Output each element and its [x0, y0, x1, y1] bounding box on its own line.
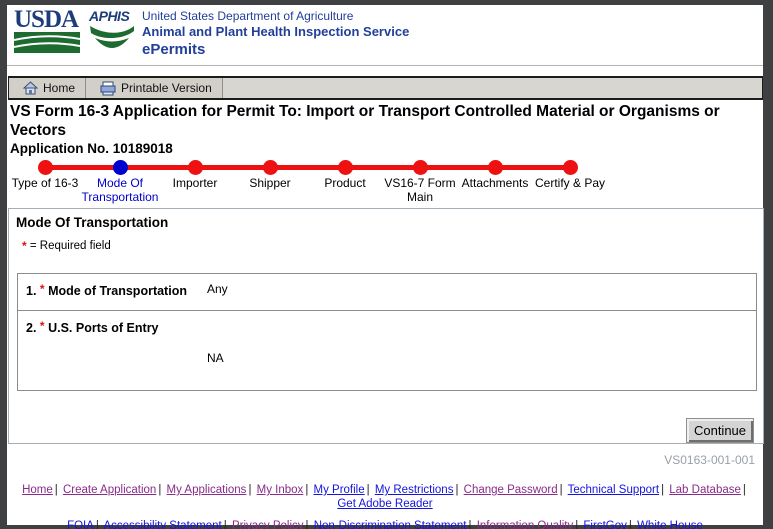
- footer-link-technical-support[interactable]: Technical Support: [567, 484, 660, 496]
- field-label-us-ports-of-entry: 2. * U.S. Ports of Entry: [26, 319, 159, 335]
- footer-link-my-inbox[interactable]: My Inbox: [256, 484, 304, 496]
- footer-separator: |: [366, 484, 370, 496]
- stepper-label-certify-and-pay: Certify & Pay: [534, 176, 606, 190]
- footer-nav: Home | Create Application | My Application…: [7, 484, 763, 529]
- stepper-dot-shipper: [263, 160, 278, 175]
- field-label-mode-of-transportation: 1. * Mode of Transportation: [26, 282, 187, 298]
- footer-link-foia[interactable]: FOIA: [67, 520, 94, 529]
- footer-link-home[interactable]: Home: [22, 484, 53, 496]
- required-asterisk: *: [39, 282, 45, 296]
- footer-separator: |: [54, 484, 58, 496]
- footer-separator: |: [158, 484, 162, 496]
- aphis-logo-text: APHIS: [89, 8, 130, 24]
- section-heading: Mode Of Transportation: [16, 215, 169, 230]
- stepper-dot-mode-of-transportation: [113, 160, 128, 175]
- home-icon: [23, 81, 38, 95]
- footer-separator: |: [305, 484, 309, 496]
- stepper-label-attachments: Attachments: [461, 176, 529, 190]
- footer-link-information-quality[interactable]: Information Quality: [476, 520, 574, 529]
- footer-link-change-password[interactable]: Change Password: [463, 484, 558, 496]
- footer-row-2: FOIA | Accessibility Statement | Privacy P…: [67, 520, 703, 529]
- required-note-text: = Required field: [29, 240, 111, 252]
- footer-row-1: Home | Create Application | My Application…: [14, 484, 756, 520]
- header-divider: [7, 65, 763, 66]
- home-button-label: Home: [43, 81, 76, 95]
- usda-logo: USDA: [13, 6, 82, 58]
- footer-link-my-profile[interactable]: My Profile: [313, 484, 365, 496]
- stepper-label-vs16-7-form-main: VS16-7 Form Main: [384, 176, 456, 204]
- mode-of-transportation-section: Mode Of Transportation * = Required fiel…: [8, 208, 764, 444]
- footer-link-non-discrimination-statement[interactable]: Non-Discrimination Statement: [313, 520, 467, 529]
- footer-separator: |: [455, 484, 459, 496]
- site-header: USDA APHIS United States Department of A…: [7, 5, 763, 65]
- table-row: 1. * Mode of Transportation Any: [18, 274, 756, 311]
- stepper-label-type-of-16-3: Type of 16-3: [11, 176, 79, 190]
- stepper-label-mode-of-transportation: Mode Of Transportation: [81, 176, 159, 204]
- footer-separator: |: [628, 520, 632, 529]
- home-button[interactable]: Home: [9, 78, 87, 98]
- field-label-text: U.S. Ports of Entry: [48, 321, 159, 335]
- toolbar-spacer: [223, 78, 762, 98]
- application-number: Application No. 10189018: [10, 141, 173, 156]
- aphis-leaf-icon: [90, 26, 134, 48]
- footer-link-my-restrictions[interactable]: My Restrictions: [374, 484, 454, 496]
- form-table: 1. * Mode of Transportation Any 2. * U.S…: [17, 273, 757, 391]
- usda-logo-text: USDA: [14, 6, 79, 33]
- footer-separator: |: [223, 520, 227, 529]
- footer-link-lab-database[interactable]: Lab Database: [669, 484, 741, 496]
- field-number: 1.: [26, 284, 37, 298]
- stepper-line: [45, 165, 570, 170]
- aphis-logo: APHIS: [89, 8, 139, 59]
- required-asterisk: *: [39, 319, 45, 333]
- footer-separator: |: [742, 484, 746, 496]
- footer-link-privacy-policy[interactable]: Privacy Policy: [231, 520, 304, 529]
- stepper-dot-attachments: [488, 160, 503, 175]
- footer-link-get-adobe-reader[interactable]: Get Adobe Reader: [337, 497, 433, 510]
- footer-link-create-application[interactable]: Create Application: [62, 484, 157, 496]
- stepper-dot-type-of-16-3: [38, 160, 53, 175]
- field-label-text: Mode of Transportation: [48, 284, 187, 298]
- footer-separator: |: [468, 520, 472, 529]
- required-asterisk: *: [22, 239, 27, 253]
- stepper-label-product: Product: [324, 176, 366, 190]
- printer-icon: [100, 81, 116, 95]
- stepper-dot-vs16-7-form-main: [413, 160, 428, 175]
- stepper-dot-product: [338, 160, 353, 175]
- footer-separator: |: [95, 520, 99, 529]
- usda-swoosh-icon: [13, 32, 81, 53]
- footer-separator: |: [661, 484, 665, 496]
- footer-separator: |: [248, 484, 252, 496]
- stepper-dot-certify-and-pay: [563, 160, 578, 175]
- form-doc-code: VS0163-001-001: [664, 453, 755, 467]
- toolbar: Home Printable Version: [8, 76, 763, 100]
- footer-link-accessibility-statement[interactable]: Accessibility Statement: [103, 520, 222, 529]
- field-number: 2.: [26, 321, 37, 335]
- epermits-page: USDA APHIS United States Department of A…: [7, 5, 764, 529]
- stepper-label-shipper: Shipper: [249, 176, 291, 190]
- footer-link-white-house[interactable]: White House: [637, 520, 703, 529]
- app-name: ePermits: [142, 41, 206, 58]
- printable-version-label: Printable Version: [121, 81, 212, 95]
- field-value-us-ports-of-entry: NA: [207, 351, 224, 365]
- dept-line: United States Department of Agriculture: [142, 9, 354, 23]
- footer-separator: |: [305, 520, 309, 529]
- header-text-block: United States Department of Agriculture …: [142, 9, 409, 59]
- continue-button[interactable]: Continue: [686, 418, 754, 443]
- stepper-label-importer: Importer: [172, 176, 218, 190]
- page-title: VS Form 16-3 Application for Permit To: …: [10, 103, 720, 139]
- table-row: 2. * U.S. Ports of Entry NA: [18, 311, 756, 390]
- stepper-dot-importer: [188, 160, 203, 175]
- footer-link-firstgov[interactable]: FirstGov: [583, 520, 627, 529]
- required-field-note: * = Required field: [22, 239, 111, 253]
- printable-version-button[interactable]: Printable Version: [86, 78, 223, 98]
- agency-line: Animal and Plant Health Inspection Servi…: [142, 24, 410, 39]
- field-value-mode-of-transportation: Any: [207, 282, 228, 296]
- footer-link-my-applications[interactable]: My Applications: [166, 484, 247, 496]
- footer-separator: |: [575, 520, 579, 529]
- footer-separator: |: [559, 484, 563, 496]
